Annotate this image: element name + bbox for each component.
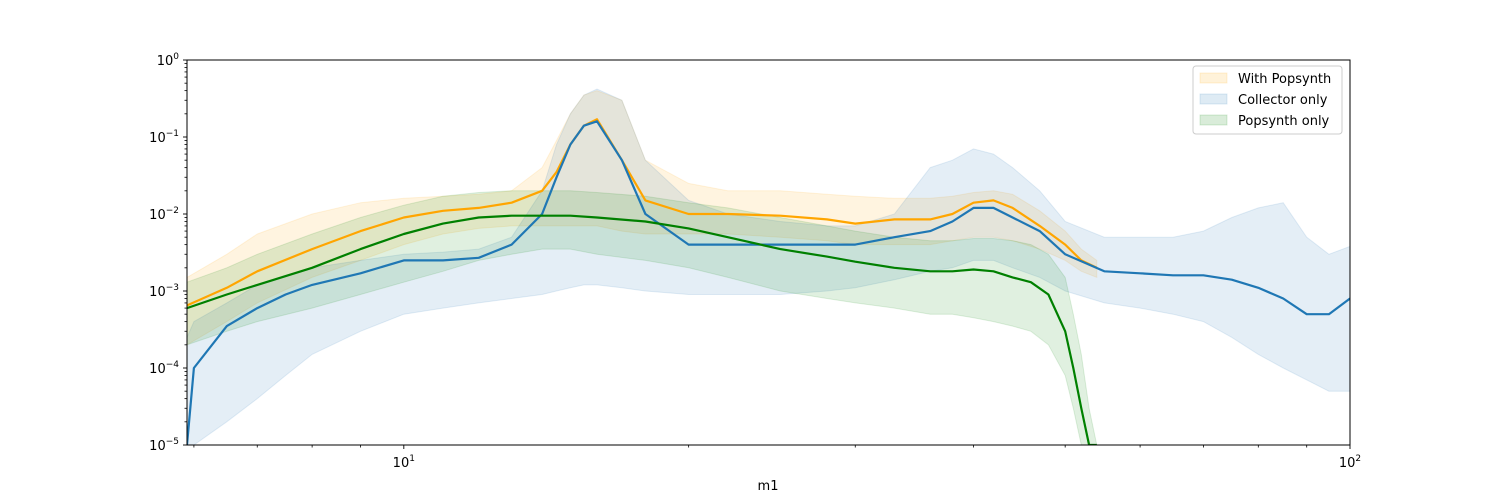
band-series-0 (187, 90, 1098, 346)
plot-frame (186, 59, 1351, 446)
series-lines (187, 118, 1350, 445)
y-tick-label: 10−1 (149, 129, 179, 146)
line-series-1 (187, 120, 1350, 445)
legend-swatch (1199, 93, 1228, 105)
x-tick-label: 102 (1339, 454, 1361, 471)
legend-label: With Popsynth (1238, 72, 1331, 87)
band-series-1 (187, 88, 1350, 445)
y-tick-label: 10−4 (149, 360, 179, 377)
x-axis-ticks: 101 102 (193, 445, 1361, 471)
legend-label: Collector only (1238, 93, 1328, 108)
legend-label: Popsynth only (1238, 114, 1330, 129)
y-tick-label: 100 (157, 52, 180, 69)
confidence-bands (187, 88, 1350, 445)
x-tick-label: 101 (393, 454, 415, 471)
x-axis-label: m1 (758, 479, 779, 494)
line-series-0 (187, 118, 1098, 307)
legend-swatch (1199, 72, 1228, 84)
legend-frame (1192, 65, 1343, 135)
band-series-2 (187, 190, 1098, 445)
y-axis-ticks: 10−5 10−4 10−3 10−2 10−1 100 (149, 52, 187, 454)
legend-swatch (1199, 114, 1228, 126)
line-series-2 (187, 214, 1097, 445)
legend: With Popsynth Collector only Popsynth only (1192, 65, 1343, 135)
y-tick-label: 10−5 (149, 437, 179, 454)
y-tick-label: 10−2 (149, 206, 179, 223)
y-tick-label: 10−3 (149, 283, 179, 300)
